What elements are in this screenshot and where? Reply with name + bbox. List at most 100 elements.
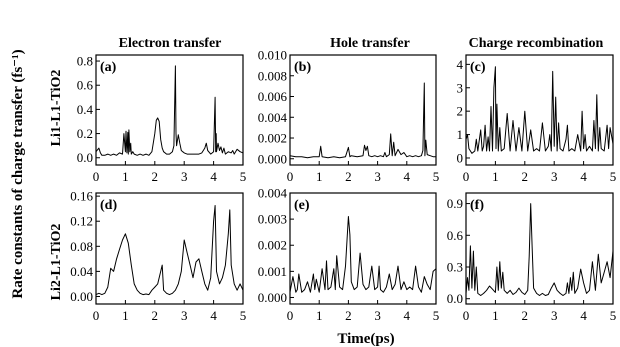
x-tick-label-f: 0 [463,308,470,323]
row-label-bottom: Li2-L1-TiO2 [49,224,64,301]
x-tick-label-a: 2 [152,169,159,184]
y-tick-label-a: 0.4 [77,102,94,117]
x-tick-label-e: 3 [374,308,381,323]
x-tick-label-c: 0 [463,169,470,184]
series-line-d [95,205,244,296]
series-line-a [95,65,244,156]
series-line-b [289,82,436,159]
y-tick-label-c: 1 [457,127,464,142]
panel-label-f: (f) [470,198,484,213]
panel-label-c: (c) [470,60,486,75]
series-line-f [465,203,614,296]
y-tick-label-c: 0 [457,150,464,165]
y-tick-label-a: 0.8 [77,54,93,69]
x-tick-label-c: 4 [580,169,587,184]
x-tick-label-d: 0 [93,308,100,323]
x-tick-label-b: 1 [316,169,323,184]
y-tick-label-f: 0.6 [447,228,464,243]
y-tick-label-b: 0.010 [258,48,287,63]
x-tick-label-f: 4 [580,308,587,323]
x-tick-label-d: 1 [122,308,129,323]
x-tick-label-f: 1 [492,308,499,323]
y-tick-label-e: 0.004 [258,186,288,201]
plot-frame-e [289,192,437,305]
y-tick-label-a: 0.2 [77,126,93,141]
y-tick-label-b: 0.000 [258,151,287,166]
column-title-hole: Hole transfer [330,36,410,51]
x-tick-label-a: 5 [240,169,247,184]
x-tick-label-a: 1 [122,169,129,184]
y-tick-label-c: 2 [457,104,464,119]
x-tick-label-b: 4 [404,169,411,184]
x-tick-label-a: 0 [93,169,100,184]
x-tick-label-e: 4 [404,308,411,323]
y-tick-label-e: 0.001 [258,264,287,279]
row-label-top: Li1-L1-TiO2 [49,70,64,147]
y-tick-label-a: 0.0 [77,150,93,165]
y-tick-label-d: 0.16 [70,189,93,204]
column-title-recombination: Charge recombination [469,36,604,51]
panel-f: 0 1 2 3 4 5 0.0 0.3 0.6 0.9 (f) [447,192,617,323]
plot-frame-b [289,54,437,166]
series-line-e [289,216,437,293]
panel-d: 0 1 2 3 4 5 0.00 0.04 0.08 0.12 0.16 (d) [70,189,246,323]
x-tick-label-d: 4 [210,308,217,323]
series-line-c [465,66,614,154]
column-title-electron: Electron transfer [119,36,222,51]
panel-c: 0 1 2 3 4 5 0 1 2 3 4 (c) [457,54,617,184]
x-tick-label-b: 3 [374,169,381,184]
panel-a: 0 1 2 3 4 5 0.0 0.2 0.4 0.6 0.8 (a) [77,54,247,184]
y-axis-title: Rate constants of charge transfer (fs⁻¹) [10,49,26,298]
x-tick-label-f: 5 [610,308,617,323]
x-tick-label-d: 3 [181,308,188,323]
y-tick-label-a: 0.6 [77,78,94,93]
plot-frame-a [95,54,244,166]
y-tick-label-b: 0.008 [258,68,287,83]
panel-label-e: (e) [294,198,310,213]
panel-label-b: (b) [294,60,311,75]
y-tick-label-d: 0.08 [70,239,93,254]
y-tick-label-f: 0.0 [447,291,463,306]
x-tick-label-c: 1 [492,169,499,184]
y-tick-label-b: 0.004 [258,110,288,125]
panel-label-a: (a) [100,60,117,75]
x-tick-label-e: 1 [316,308,323,323]
x-tick-label-d: 5 [240,308,247,323]
x-tick-label-c: 5 [610,169,617,184]
x-tick-label-c: 2 [522,169,529,184]
y-tick-label-f: 0.9 [447,196,463,211]
y-tick-label-b: 0.002 [258,131,287,146]
x-tick-label-a: 4 [210,169,217,184]
x-tick-label-b: 0 [287,169,294,184]
panel-e: 0 1 2 3 4 5 0.000 0.001 0.002 0.003 0.004 (e) [258,186,440,324]
x-tick-label-f: 2 [522,308,529,323]
x-tick-label-b: 5 [433,169,440,184]
x-tick-label-d: 2 [152,308,159,323]
y-tick-label-d: 0.12 [70,214,93,229]
plot-frame-f [465,192,614,305]
x-tick-label-b: 2 [345,169,352,184]
x-tick-label-e: 0 [287,308,294,323]
y-tick-label-b: 0.006 [258,89,288,104]
y-tick-label-f: 0.3 [447,260,463,275]
y-tick-label-c: 4 [457,57,464,72]
plot-frame-c [465,54,614,166]
y-tick-label-d: 0.00 [70,289,93,304]
x-tick-label-e: 5 [433,308,440,323]
panel-label-d: (d) [100,198,117,213]
panel-b: 0 1 2 3 4 5 0.000 0.002 0.004 0.006 0.008 0.010 (b) [258,48,440,185]
x-tick-label-e: 2 [345,308,352,323]
x-axis-title: Time(ps) [337,331,394,347]
x-tick-label-f: 3 [551,308,558,323]
plot-frame-d [95,192,244,305]
x-tick-label-a: 3 [181,169,188,184]
y-tick-label-e: 0.000 [258,290,287,305]
x-tick-label-c: 3 [551,169,558,184]
y-tick-label-c: 3 [457,80,464,95]
y-tick-label-e: 0.002 [258,238,287,253]
y-tick-label-e: 0.003 [258,212,287,227]
y-tick-label-d: 0.04 [70,264,93,279]
panel-group: 0 1 2 3 4 50.00.20.40.60.8 (a)0 1 2 3 4 50.0000.002… [70,48,616,324]
